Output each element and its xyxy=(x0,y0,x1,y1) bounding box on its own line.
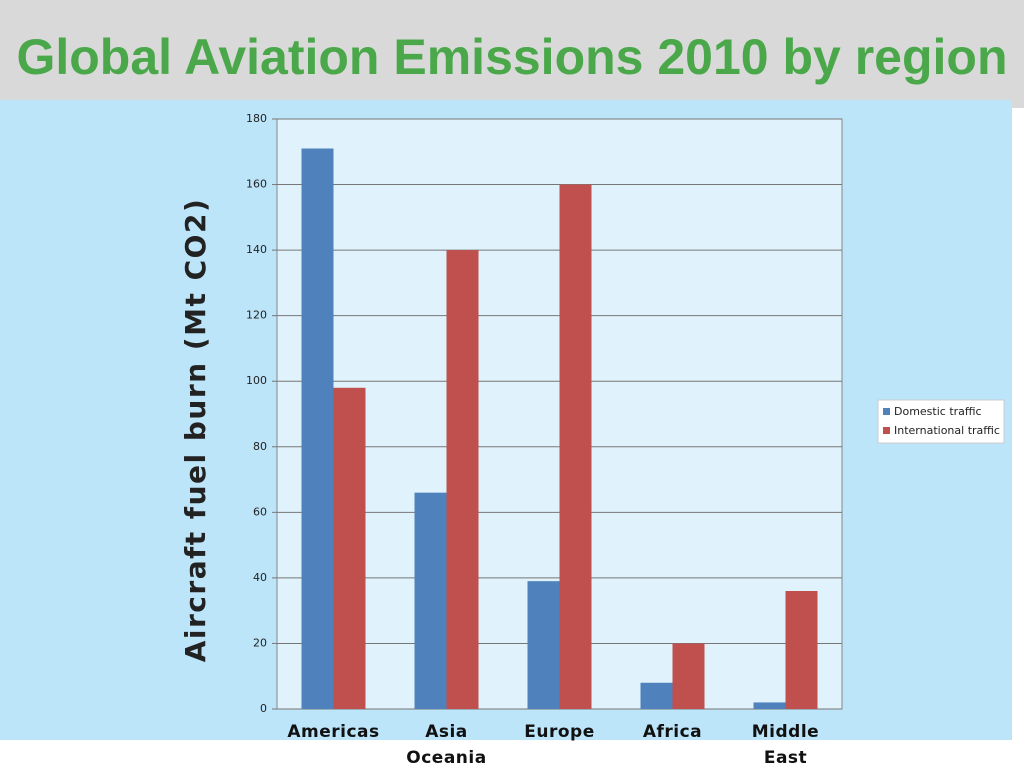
bar xyxy=(672,643,705,709)
y-tick-label: 60 xyxy=(253,505,267,518)
legend-label: International traffic xyxy=(894,424,1000,437)
y-tick-label: 80 xyxy=(253,440,267,453)
legend-swatch xyxy=(883,427,890,434)
x-tick-label: Africa xyxy=(642,722,703,742)
bar xyxy=(559,184,592,710)
bar xyxy=(333,387,366,709)
banner xyxy=(0,0,1024,108)
x-tick-label: Americas xyxy=(287,722,380,742)
x-tick-label: Europe xyxy=(524,722,595,742)
bar xyxy=(414,492,447,709)
y-tick-label: 0 xyxy=(260,702,267,715)
y-tick-label: 120 xyxy=(246,309,267,322)
y-tick-label: 180 xyxy=(246,112,267,125)
y-tick-label: 40 xyxy=(253,571,267,584)
y-tick-label: 160 xyxy=(246,178,267,191)
legend-label: Domestic traffic xyxy=(894,405,982,418)
bar xyxy=(640,682,673,709)
y-tick-label: 140 xyxy=(246,243,267,256)
legend-swatch xyxy=(883,408,890,415)
bar xyxy=(785,591,818,709)
x-tick-label: Middle East xyxy=(751,722,820,768)
legend-box xyxy=(877,399,1005,444)
y-axis-label: Aircraft fuel burn (Mt CO2) xyxy=(179,198,212,663)
bar xyxy=(446,250,479,709)
y-tick-label: 100 xyxy=(246,374,267,387)
x-tick-label: Asia Oceania xyxy=(406,722,487,768)
bar xyxy=(301,148,334,709)
bar xyxy=(753,702,786,709)
slide-title: Global Aviation Emissions 2010 by region xyxy=(16,29,1008,85)
y-tick-label: 20 xyxy=(253,636,267,649)
bar xyxy=(527,581,560,709)
